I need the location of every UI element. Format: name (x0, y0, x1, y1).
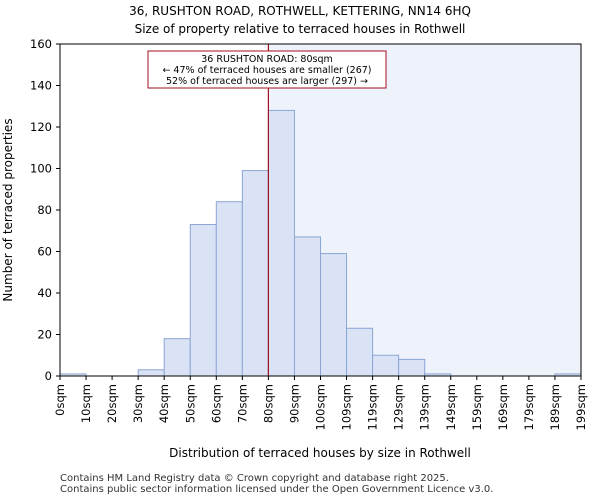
annotation-line-1: 36 RUSHTON ROAD: 80sqm (201, 54, 333, 65)
chart-title: 36, RUSHTON ROAD, ROTHWELL, KETTERING, N… (129, 4, 471, 18)
histogram-bar (241, 170, 269, 377)
x-tick-label: 100sqm (314, 384, 328, 430)
y-tick-label: 140 (30, 79, 52, 93)
x-tick-label: 60sqm (209, 384, 223, 423)
histogram-bar (163, 338, 191, 377)
y-tick-label: 40 (37, 286, 52, 300)
x-tick-label: 80sqm (261, 384, 275, 423)
x-tick-label: 199sqm (574, 384, 588, 430)
histogram-bar (137, 369, 165, 377)
x-tick-label: 189sqm (548, 384, 562, 430)
y-tick-label: 80 (37, 203, 52, 217)
x-tick-label: 10sqm (79, 384, 93, 423)
x-tick-label: 40sqm (157, 384, 171, 423)
histogram-bar (267, 109, 295, 377)
histogram-bar (320, 253, 348, 377)
x-tick-label: 30sqm (131, 384, 145, 423)
x-tick-label: 169sqm (496, 384, 510, 430)
y-tick-label: 20 (37, 328, 52, 342)
x-tick-label: 90sqm (287, 384, 301, 423)
chart-subtitle: Size of property relative to terraced ho… (135, 22, 466, 36)
x-tick-label: 149sqm (444, 384, 458, 430)
x-tick-label: 0sqm (53, 384, 67, 416)
histogram-bar (398, 358, 426, 377)
x-tick-label: 70sqm (235, 384, 249, 423)
footer-line-2: Contains public sector information licen… (60, 484, 494, 495)
x-tick-label: 179sqm (522, 384, 536, 430)
annotation-box (147, 50, 387, 89)
x-tick-label: 109sqm (340, 384, 354, 430)
x-tick-label: 119sqm (366, 384, 380, 430)
y-tick-label: 0 (45, 369, 52, 383)
x-tick-label: 20sqm (105, 384, 119, 423)
y-tick-label: 120 (30, 120, 52, 134)
y-tick-label: 160 (30, 37, 52, 51)
x-tick-label: 159sqm (470, 384, 484, 430)
y-tick-label: 100 (30, 162, 52, 176)
histogram-bar (346, 327, 374, 377)
histogram-bar (189, 224, 217, 377)
y-axis-label: Number of terraced properties (1, 118, 15, 301)
x-axis-label: Distribution of terraced houses by size … (169, 446, 471, 460)
x-tick-label: 129sqm (392, 384, 406, 430)
annotation-line-3: 52% of terraced houses are larger (297) … (166, 76, 368, 87)
histogram-bar (372, 354, 400, 377)
x-tick-label: 139sqm (418, 384, 432, 430)
annotation-line-2: ← 47% of terraced houses are smaller (26… (162, 65, 371, 76)
y-tick-label: 60 (37, 245, 52, 259)
histogram-bar (293, 236, 322, 377)
footer-line-1: Contains HM Land Registry data © Crown c… (60, 473, 449, 484)
histogram-bar (215, 201, 243, 377)
x-tick-label: 50sqm (183, 384, 197, 423)
